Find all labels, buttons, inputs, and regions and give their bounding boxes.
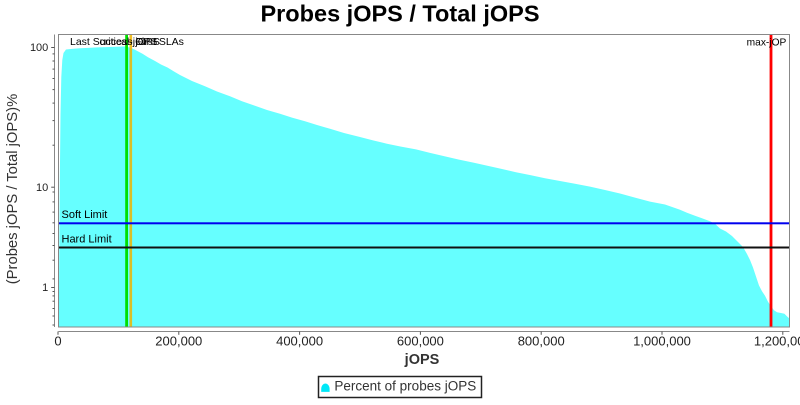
svg-text:0: 0 — [54, 334, 61, 349]
svg-text:Last Success jOPS: Last Success jOPS — [70, 36, 160, 48]
svg-text:Probes jOPS / Total jOPS: Probes jOPS / Total jOPS — [260, 1, 539, 27]
svg-text:600,000: 600,000 — [397, 334, 444, 349]
svg-text:1,200,000: 1,200,000 — [754, 334, 800, 349]
svg-text:max-jOP: max-jOP — [747, 37, 787, 48]
svg-text:jOPS: jOPS — [404, 352, 440, 368]
svg-text:100: 100 — [30, 42, 48, 54]
svg-text:Hard Limit: Hard Limit — [62, 234, 112, 246]
svg-text:400,000: 400,000 — [276, 334, 323, 349]
svg-text:Soft Limit: Soft Limit — [62, 209, 108, 221]
svg-text:800,000: 800,000 — [518, 334, 565, 349]
svg-text:critical-jOPS: critical-jOPS — [100, 36, 158, 48]
svg-text:1: 1 — [42, 282, 48, 294]
svg-text:200,000: 200,000 — [155, 334, 202, 349]
svg-text:(Probes jOPS / Total jOPS)%: (Probes jOPS / Total jOPS)% — [5, 94, 21, 285]
svg-text:1,000,000: 1,000,000 — [633, 334, 691, 349]
svg-text:First SLAs: First SLAs — [136, 36, 184, 48]
svg-text:Percent of probes jOPS: Percent of probes jOPS — [334, 378, 476, 393]
svg-text:10: 10 — [36, 182, 48, 194]
